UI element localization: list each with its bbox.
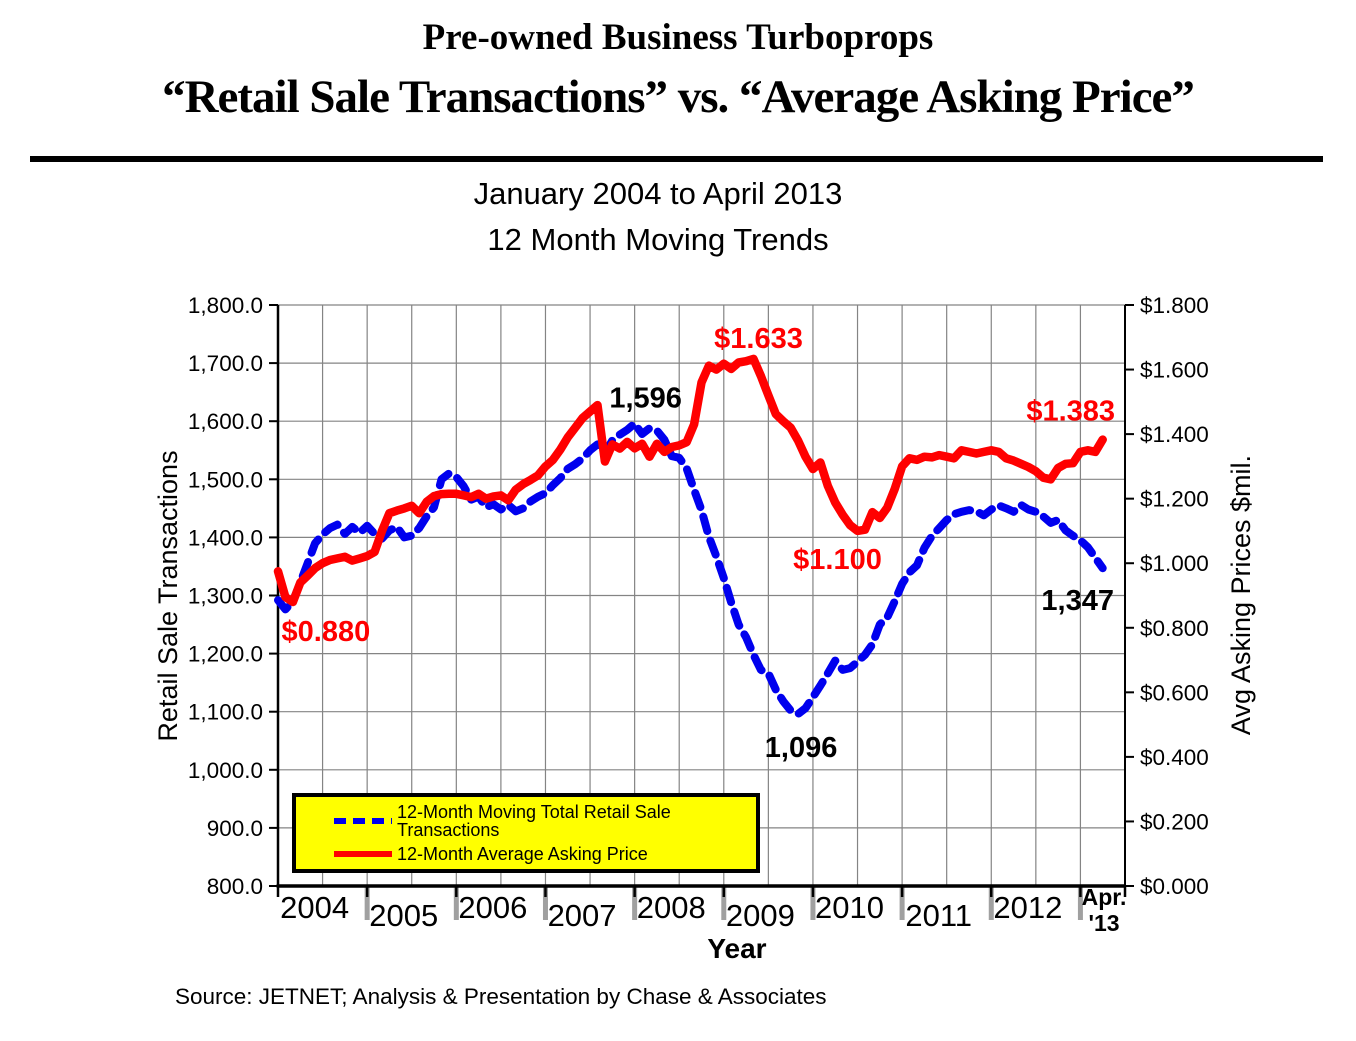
left-tick-label: 1,000.0 — [188, 758, 263, 783]
moving-trends-label: 12 Month Moving Trends — [487, 222, 829, 257]
transactions-line — [274, 419, 1107, 718]
year-separator-bar — [632, 887, 638, 920]
right-tick-label: $1.000 — [1140, 551, 1209, 576]
year-label: 2006 — [458, 890, 527, 925]
right-tick-label: $1.600 — [1140, 358, 1209, 383]
left-tick-label: 1,100.0 — [188, 700, 263, 725]
legend-label-asking-price: 12-Month Average Asking Price — [397, 844, 648, 864]
left-tick-label: 1,800.0 — [188, 293, 263, 318]
asking-price-line — [273, 354, 1107, 607]
year-separator-bar — [899, 887, 905, 920]
source-caption: Source: JETNET; Analysis & Presentation … — [175, 984, 827, 1009]
chart-legend: 12-Month Moving Total Retail Sale Transa… — [292, 793, 760, 873]
year-separator-bar — [542, 887, 548, 920]
year-label: 2010 — [815, 890, 884, 925]
right-tick-label: $1.200 — [1140, 487, 1209, 512]
year-label: 2005 — [369, 898, 438, 933]
annotation-1633: $1.633 — [714, 323, 803, 355]
left-tick-label: 1,300.0 — [188, 584, 263, 609]
right-tick-label: $1.800 — [1140, 293, 1209, 318]
left-tick-label: 1,600.0 — [188, 409, 263, 434]
right-tick-label: $0.000 — [1140, 874, 1209, 899]
right-tick-label: $1.400 — [1140, 422, 1209, 447]
year-label: 2012 — [993, 890, 1062, 925]
annotation-1100: $1.100 — [793, 544, 882, 576]
legend-label-transactions: 12-Month Moving Total Retail Sale Transa… — [397, 802, 671, 840]
right-tick-label: $0.800 — [1140, 616, 1209, 641]
left-axis-title: Retail Sale Transactions — [153, 450, 183, 741]
annotation-1096: 1,096 — [765, 732, 838, 764]
x-end-label-line1: Apr. — [1082, 884, 1127, 910]
year-separator-bar — [810, 887, 816, 920]
year-label: 2004 — [280, 890, 349, 925]
right-axis-title: Avg Asking Prices $mil. — [1226, 455, 1256, 735]
dashed-line-swatch — [334, 818, 392, 824]
right-tick-label: $0.600 — [1140, 680, 1209, 705]
year-separator-bar — [453, 887, 459, 920]
right-tick-label: $0.400 — [1140, 745, 1209, 770]
left-tick-label: 900.0 — [207, 816, 263, 841]
year-label: 2009 — [726, 898, 795, 933]
left-tick-label: 800.0 — [207, 874, 263, 899]
page-title: Pre-owned Business Turboprops — [422, 17, 934, 58]
left-tick-label: 1,400.0 — [188, 525, 263, 550]
legend-item-asking-price: 12-Month Average Asking Price — [296, 845, 756, 863]
year-label: 2008 — [637, 890, 706, 925]
x-end-label-line2: '13 — [1088, 910, 1119, 936]
left-tick-label: 1,700.0 — [188, 351, 263, 376]
legend-item-transactions: 12-Month Moving Total Retail Sale Transa… — [296, 803, 756, 839]
date-range-label: January 2004 to April 2013 — [473, 176, 843, 211]
right-tick-label: $0.200 — [1140, 809, 1209, 834]
annotation-1383: $1.383 — [1026, 396, 1115, 428]
title-divider — [30, 156, 1323, 162]
page-title-quoted: “Retail Sale Transactions” vs. “Average … — [162, 71, 1195, 123]
year-label: 2007 — [548, 898, 617, 933]
annotation-1347: 1,347 — [1041, 585, 1114, 617]
x-axis-title: Year — [707, 933, 766, 964]
annotation-0880: $0.880 — [282, 616, 371, 648]
year-separator-bar — [364, 887, 370, 920]
year-separator-bar — [721, 887, 727, 920]
annotation-1596: 1,596 — [609, 383, 682, 415]
solid-line-swatch — [334, 851, 392, 857]
left-tick-label: 1,200.0 — [188, 642, 263, 667]
year-label: 2011 — [905, 898, 972, 933]
left-tick-label: 1,500.0 — [188, 467, 263, 492]
year-separator-bar — [1077, 887, 1083, 920]
year-separator-bar — [988, 887, 994, 920]
